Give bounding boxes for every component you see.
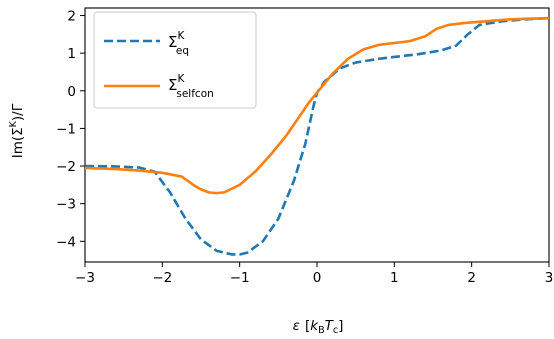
x-tick-label: 3 [545, 270, 554, 286]
legend-eq-sup: K [177, 30, 185, 42]
y-axis-label-prefix: Im(Σ [10, 127, 26, 158]
x-axis-label: ε [kBTc] [293, 318, 344, 336]
y-tick-label: −2 [56, 159, 76, 175]
y-tick-label: −3 [56, 197, 76, 213]
plot-area: −3 −2 −1 0 1 2 3 −4 −3 −2 −1 0 1 2 [56, 7, 553, 286]
x-axis-ticks: −3 −2 −1 0 1 2 3 [75, 262, 553, 286]
series-line-eq [84, 16, 550, 256]
legend-selfcon-label: ΣK selfcon [168, 73, 214, 100]
x-tick-label: 1 [390, 270, 399, 286]
x-tick-label: −3 [75, 270, 95, 286]
x-tick-label: −1 [230, 270, 250, 286]
y-tick-label: −1 [56, 121, 76, 137]
x-axis-label-close: ] [338, 318, 343, 334]
legend: ΣK eq ΣK selfcon [93, 11, 257, 109]
series-layer [84, 16, 550, 256]
x-axis-label-symbol: ε [293, 318, 300, 334]
y-tick-label: −4 [56, 234, 76, 250]
y-tick-label: 0 [67, 84, 76, 100]
legend-selfcon-sub: selfcon [176, 88, 213, 100]
x-tick-label: 2 [467, 270, 476, 286]
y-tick-label: 2 [67, 9, 76, 25]
y-axis-ticks: −4 −3 −2 −1 0 1 2 [56, 9, 85, 250]
y-tick-label: 1 [67, 46, 76, 62]
y-axis-label-sup: K [8, 120, 19, 127]
legend-eq-symbol: Σ [168, 33, 177, 51]
legend-box [93, 11, 257, 109]
x-tick-label: 0 [313, 270, 322, 286]
y-axis-label: Im(ΣK)/Γ [8, 103, 26, 158]
x-axis-label-t: T [325, 318, 335, 334]
legend-eq-sub: eq [176, 45, 189, 57]
legend-selfcon-symbol: Σ [168, 76, 177, 94]
x-axis-label-k-sub: B [318, 325, 325, 336]
legend-eq-label: ΣK eq [168, 30, 189, 57]
x-axis-label-t-sub: c [333, 325, 338, 336]
legend-selfcon-sup: K [177, 73, 185, 85]
x-axis-label-k: k [310, 318, 319, 334]
series-line-selfcon [84, 16, 550, 195]
x-tick-label: −2 [152, 270, 172, 286]
x-axis-label-open: [ [305, 318, 310, 334]
y-axis-label-suffix: )/Γ [10, 103, 26, 121]
